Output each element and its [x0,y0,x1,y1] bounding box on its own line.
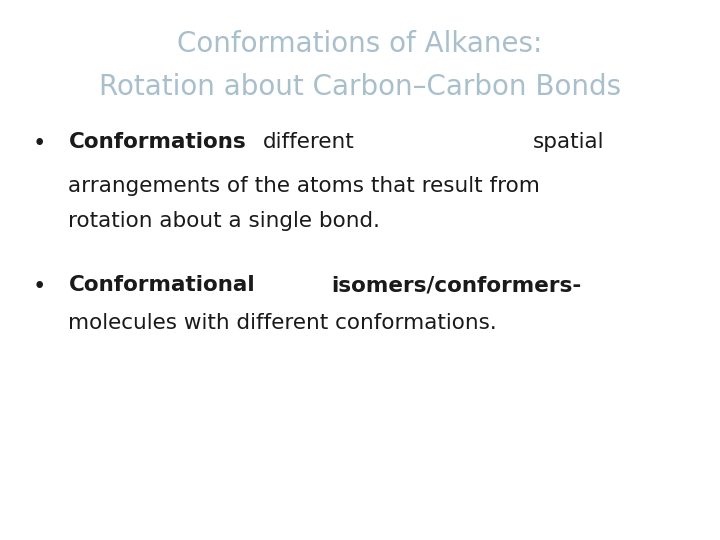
Text: arrangements of the atoms that result from: arrangements of the atoms that result fr… [68,176,540,195]
Text: Conformations: Conformations [68,132,246,152]
Text: Conformations of Alkanes:: Conformations of Alkanes: [177,30,543,58]
Text: different: different [263,132,354,152]
Text: Rotation about Carbon–Carbon Bonds: Rotation about Carbon–Carbon Bonds [99,73,621,101]
Text: rotation about a single bond.: rotation about a single bond. [68,211,380,231]
Text: spatial: spatial [533,132,604,152]
Text: :: : [223,132,230,152]
Text: Conformational: Conformational [68,275,255,295]
Text: •: • [33,132,46,156]
Text: isomers/conformers-: isomers/conformers- [331,275,582,295]
Text: •: • [33,275,46,299]
Text: molecules with different conformations.: molecules with different conformations. [68,313,497,333]
